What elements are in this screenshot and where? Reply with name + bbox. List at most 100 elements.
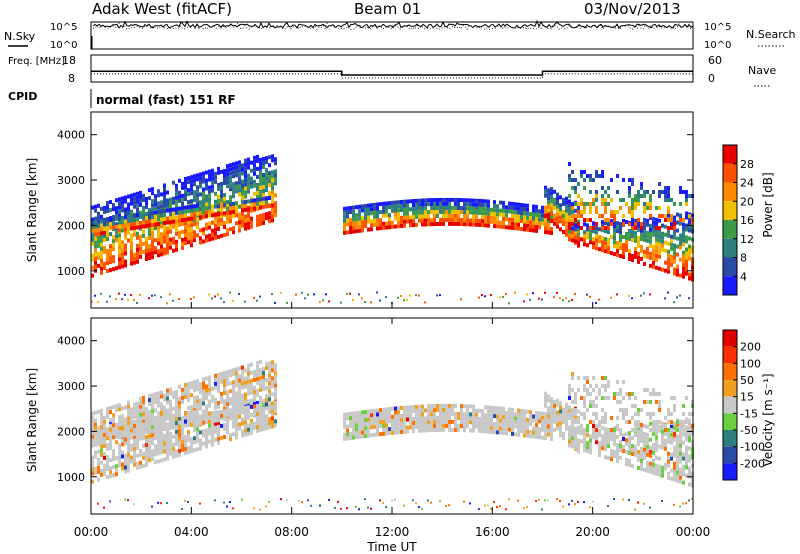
power-cell	[673, 267, 676, 272]
velocity-cell	[199, 398, 202, 403]
power-cell	[466, 198, 469, 203]
velocity-cell	[667, 432, 670, 436]
power-cell	[658, 234, 661, 239]
velocity-cell	[436, 428, 439, 432]
power-cell	[262, 181, 265, 185]
power-cell	[409, 223, 412, 228]
power-cell	[343, 226, 346, 231]
velocity-cell	[130, 420, 133, 425]
velocity-cell	[130, 431, 133, 436]
velocity-cell	[520, 409, 523, 413]
power-cell	[202, 214, 205, 219]
power-cell	[673, 271, 676, 276]
velocity-cell	[601, 434, 604, 439]
velocity-cell	[196, 409, 199, 414]
velocity-cell	[154, 452, 157, 457]
power-cell	[670, 222, 673, 227]
velocity-cell	[343, 424, 346, 429]
power-cell	[403, 207, 406, 212]
power-cell	[457, 214, 460, 218]
velocity-cell	[457, 412, 460, 416]
velocity-cell	[205, 404, 208, 409]
power-clutter	[415, 294, 417, 297]
power-cell	[484, 199, 487, 204]
power-cell	[217, 212, 220, 217]
power-cell	[166, 230, 169, 235]
velocity-cell	[571, 432, 574, 437]
velocity-cell	[577, 409, 580, 414]
velocity-cell	[175, 429, 178, 434]
velocity-clutter	[415, 502, 417, 505]
velocity-cell	[550, 405, 553, 410]
velocity-cell	[256, 428, 259, 433]
velocity-ylabel: Slant Range [km]	[25, 368, 39, 472]
velocity-cell	[217, 380, 220, 385]
velocity-cell	[262, 387, 265, 391]
velocity-cell	[511, 419, 514, 424]
velocity-cell	[202, 385, 205, 390]
velocity-cell	[664, 432, 667, 436]
velocity-cell	[424, 428, 427, 433]
velocity-clutter	[259, 508, 261, 511]
velocity-cell	[634, 396, 637, 400]
velocity-cell	[595, 432, 598, 437]
velocity-cell	[631, 416, 634, 420]
power-cell	[523, 227, 526, 232]
power-cell	[406, 211, 409, 216]
velocity-cell	[640, 422, 643, 427]
velocity-cell	[502, 418, 505, 423]
velocity-clutter	[367, 506, 369, 509]
power-cell	[268, 171, 271, 176]
power-cell	[373, 214, 376, 219]
power-cell	[652, 220, 655, 225]
power-cell	[121, 196, 124, 201]
velocity-cell	[250, 378, 253, 383]
velocity-cell	[220, 409, 223, 414]
velocity-cell	[631, 464, 634, 468]
power-cell	[199, 192, 202, 197]
velocity-cell	[376, 416, 379, 421]
power-cell	[559, 211, 562, 216]
velocity-cell	[550, 409, 553, 414]
velocity-cell	[202, 393, 205, 398]
velocity-cell	[166, 426, 169, 431]
power-cell	[91, 217, 94, 222]
power-cell	[97, 251, 100, 256]
velocity-cell	[415, 416, 418, 421]
velocity-cell	[613, 450, 616, 455]
power-cell	[436, 222, 439, 226]
power-cell	[271, 182, 274, 187]
velocity-cell	[421, 404, 424, 409]
velocity-cell	[637, 457, 640, 462]
power-cell	[220, 217, 223, 222]
power-cell	[682, 262, 685, 267]
power-cell	[592, 245, 595, 250]
velocity-cell	[565, 422, 568, 427]
power-cell	[103, 230, 106, 235]
velocity-cell	[580, 412, 583, 416]
power-cell	[667, 253, 670, 258]
power-cell	[103, 205, 106, 210]
velocity-clutter	[493, 500, 495, 503]
power-cell	[631, 222, 634, 226]
power-cell	[97, 255, 100, 260]
power-cell	[658, 266, 661, 271]
velocity-cell	[571, 444, 574, 449]
velocity-cell	[142, 451, 145, 456]
power-cell	[199, 180, 202, 185]
power-cell	[553, 221, 556, 226]
power-cell	[208, 205, 211, 210]
power-cell	[226, 204, 229, 209]
power-cell	[451, 221, 454, 226]
velocity-cell	[199, 406, 202, 411]
power-cell	[244, 170, 247, 175]
power-cell	[424, 202, 427, 207]
velocity-cell	[682, 404, 685, 408]
power-cell	[502, 212, 505, 217]
velocity-cell	[265, 394, 268, 399]
velocity-cell	[220, 379, 223, 384]
power-cell	[631, 238, 634, 242]
power-cell	[97, 227, 100, 232]
velocity-cell	[145, 419, 148, 423]
power-cell	[433, 206, 436, 211]
